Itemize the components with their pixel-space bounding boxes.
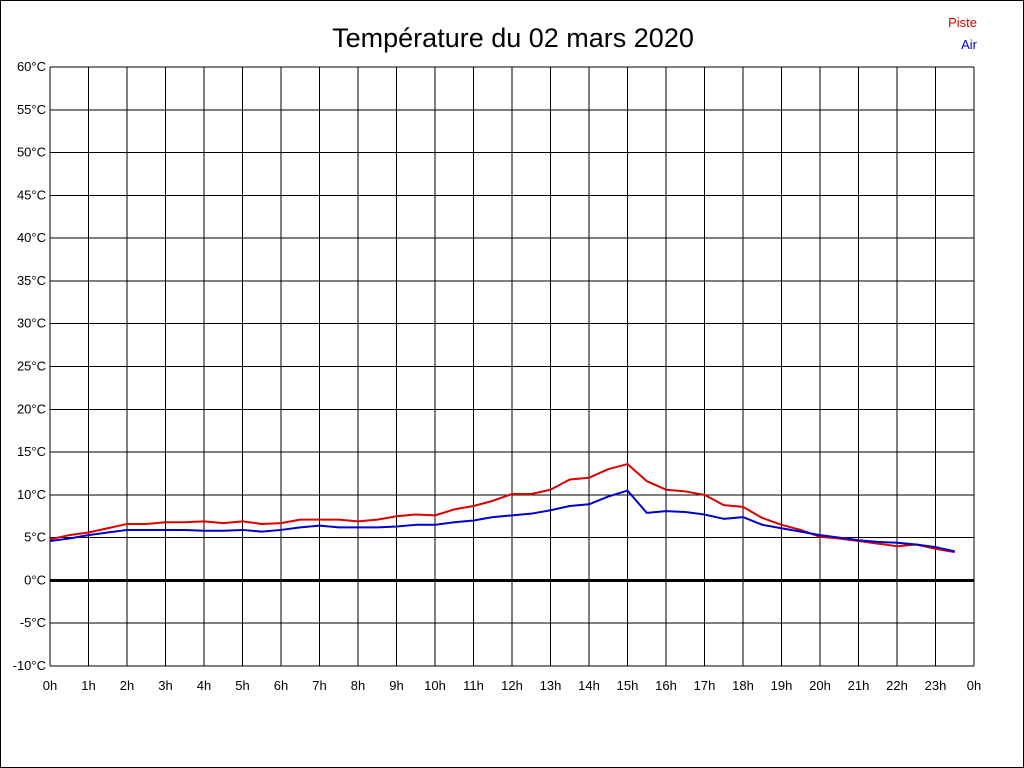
x-tick-label: 7h	[312, 678, 326, 693]
axis-tick-labels: 60°C 55°C 50°C 45°C 40°C 35°C 30°C 25°C 20°C 15°C…	[13, 59, 982, 693]
x-tick-label: 2h	[120, 678, 134, 693]
y-tick-label: 0°C	[24, 572, 46, 587]
legend-entry-piste: Piste	[948, 15, 977, 30]
x-tick-label: 17h	[694, 678, 716, 693]
x-tick-label: 20h	[809, 678, 831, 693]
x-tick-label: 14h	[578, 678, 600, 693]
y-tick-label: 10°C	[17, 487, 46, 502]
y-tick-label: 45°C	[17, 187, 46, 202]
x-tick-label: 19h	[771, 678, 793, 693]
y-tick-label: 35°C	[17, 273, 46, 288]
grid	[49, 66, 975, 667]
legend-entry-air: Air	[961, 37, 978, 52]
x-tick-label: 5h	[235, 678, 249, 693]
y-tick-label: 30°C	[17, 316, 46, 331]
y-tick-label: 25°C	[17, 359, 46, 374]
legend: Piste Air	[948, 15, 978, 52]
series-lines	[49, 463, 955, 554]
y-tick-label: 60°C	[17, 59, 46, 74]
y-tick-label: 5°C	[24, 530, 46, 545]
x-tick-label: 4h	[197, 678, 211, 693]
x-tick-label: 13h	[540, 678, 562, 693]
x-tick-label: 3h	[158, 678, 172, 693]
x-tick-label: 21h	[848, 678, 870, 693]
x-tick-label: 9h	[389, 678, 403, 693]
x-tick-label: 16h	[655, 678, 677, 693]
x-tick-label: 18h	[732, 678, 754, 693]
x-tick-label: 6h	[274, 678, 288, 693]
x-tick-label: 8h	[351, 678, 365, 693]
x-tick-label: 15h	[617, 678, 639, 693]
x-tick-label: 10h	[424, 678, 446, 693]
series-line-air	[49, 489, 955, 553]
y-tick-label: -5°C	[20, 615, 46, 630]
x-tick-label: 0h	[967, 678, 981, 693]
x-tick-label: 1h	[81, 678, 95, 693]
y-tick-label: 55°C	[17, 102, 46, 117]
x-tick-label: 22h	[886, 678, 908, 693]
y-tick-label: 50°C	[17, 145, 46, 160]
x-tick-label: 0h	[43, 678, 57, 693]
y-tick-label: 40°C	[17, 230, 46, 245]
x-tick-label: 11h	[463, 678, 484, 693]
y-tick-label: 15°C	[17, 444, 46, 459]
y-tick-label: -10°C	[13, 658, 46, 673]
x-tick-label: 23h	[925, 678, 947, 693]
y-tick-label: 20°C	[17, 401, 46, 416]
chart-title: Température du 02 mars 2020	[332, 23, 694, 53]
x-tick-label: 12h	[501, 678, 523, 693]
series-line-piste	[49, 463, 955, 554]
